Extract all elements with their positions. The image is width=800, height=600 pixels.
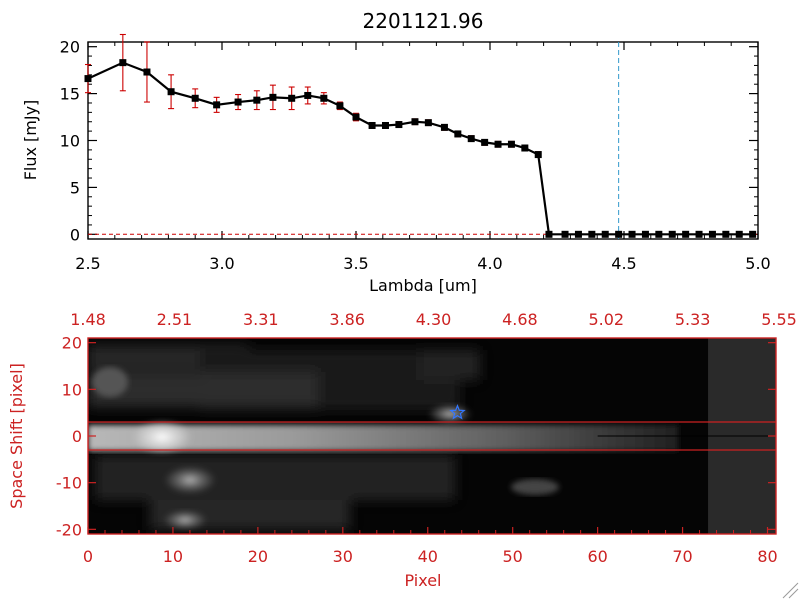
x-tick-label: 50 — [503, 547, 523, 566]
x-axis: 2.5 3.0 3.5 4.0 4.5 5.0 — [75, 42, 771, 273]
top-tick-label: 5.02 — [588, 310, 624, 329]
data-point — [588, 230, 596, 238]
y-tick-label: 10 — [60, 132, 80, 151]
y-axis-label: Space Shift [pixel] — [7, 363, 26, 509]
data-point — [440, 123, 448, 131]
data-point — [534, 151, 542, 159]
top-tick-label: 3.31 — [243, 310, 279, 329]
x-tick-label: 60 — [587, 547, 607, 566]
data-point — [682, 230, 690, 238]
y-tick-label: 0 — [72, 427, 82, 446]
x-tick-label: 30 — [333, 547, 353, 566]
x-axis-label: Pixel — [404, 571, 441, 590]
space-shift-axis: -20 -10 0 10 20 — [56, 334, 776, 539]
data-point — [167, 88, 175, 96]
x-tick-label: 20 — [248, 547, 268, 566]
y-tick-label: 10 — [62, 380, 82, 399]
aperture-lines — [88, 421, 776, 451]
data-point — [253, 96, 261, 104]
data-point — [708, 230, 716, 238]
data-point — [454, 130, 462, 138]
data-point — [269, 93, 277, 101]
data-point — [119, 59, 127, 67]
top-tick-label: 5.55 — [761, 310, 797, 329]
top-tick-label: 1.48 — [70, 310, 106, 329]
data-point — [481, 138, 489, 146]
data-point — [368, 121, 376, 129]
data-point — [395, 121, 403, 129]
spectrum-chart: 2201121.96 2.5 3.0 3.5 4.0 4.5 5.0 0 5 10 15 20 L… — [21, 9, 771, 295]
data-point — [381, 121, 389, 129]
data-point — [352, 113, 360, 121]
x-tick-label: 5.0 — [745, 254, 770, 273]
y-tick-label: 20 — [62, 334, 82, 353]
data-point — [411, 118, 419, 126]
star-icon — [449, 404, 466, 420]
data-point — [628, 230, 636, 238]
x-tick-label: 0 — [83, 547, 93, 566]
data-point — [424, 119, 432, 127]
data-point — [561, 230, 569, 238]
top-tick-label: 4.68 — [502, 310, 538, 329]
data-point — [521, 144, 529, 152]
data-point — [601, 230, 609, 238]
x-axis-label: Lambda [um] — [369, 276, 477, 295]
pixel-axis: 0 10 20 30 40 50 60 70 80 — [83, 527, 778, 566]
y-axis-label: Flux [mJy] — [21, 100, 40, 181]
x-tick-label: 2.5 — [75, 254, 100, 273]
spectrum-image-chart: 0 10 20 30 40 50 60 70 80 -20 -10 0 10 20 1.48 2.51 3.… — [7, 310, 797, 590]
y-tick-label: 5 — [70, 178, 80, 197]
data-point — [695, 230, 703, 238]
data-point — [641, 230, 649, 238]
data-point — [288, 94, 296, 102]
data-point — [336, 102, 344, 110]
top-tick-label: 2.51 — [157, 310, 193, 329]
y-tick-label: 20 — [60, 38, 80, 57]
data-point — [507, 140, 515, 148]
x-tick-label: 40 — [418, 547, 438, 566]
data-point — [467, 135, 475, 143]
x-tick-label: 4.0 — [477, 254, 502, 273]
plot-frame — [87, 41, 759, 240]
data-point — [722, 230, 730, 238]
top-tick-label: 4.30 — [416, 310, 452, 329]
wavelength-axis: 1.48 2.51 3.31 3.86 4.30 4.68 5.02 5.33 5.55 — [70, 310, 797, 329]
star-marker — [449, 404, 466, 420]
data-point — [735, 230, 743, 238]
spectrum-image — [88, 338, 776, 534]
x-tick-label: 4.5 — [611, 254, 636, 273]
data-point — [191, 94, 199, 102]
data-point — [234, 98, 242, 106]
data-point — [494, 140, 502, 148]
data-point — [143, 68, 151, 76]
x-tick-label: 3.0 — [209, 254, 234, 273]
data-point — [304, 91, 312, 99]
x-tick-label: 80 — [757, 547, 777, 566]
y-tick-label: -10 — [56, 474, 82, 493]
data-point — [545, 230, 553, 238]
data-point — [749, 230, 757, 238]
resize-grip-icon[interactable] — [782, 582, 799, 599]
data-point — [668, 230, 676, 238]
data-point — [213, 101, 221, 109]
series-line — [87, 61, 753, 236]
y-tick-label: 0 — [70, 225, 80, 244]
x-tick-label: 70 — [672, 547, 692, 566]
chart-title: 2201121.96 — [363, 9, 484, 33]
data-point — [84, 75, 92, 83]
data-series — [84, 33, 758, 238]
y-tick-label: -20 — [56, 520, 82, 539]
y-axis: 0 5 10 15 20 — [60, 38, 758, 244]
y-tick-label: 15 — [60, 85, 80, 104]
data-point — [655, 230, 663, 238]
top-tick-label: 3.86 — [329, 310, 365, 329]
data-point — [574, 230, 582, 238]
x-tick-label: 3.5 — [343, 254, 368, 273]
top-tick-label: 5.33 — [675, 310, 711, 329]
data-point — [615, 230, 623, 238]
x-tick-label: 10 — [163, 547, 183, 566]
data-point — [320, 94, 328, 102]
